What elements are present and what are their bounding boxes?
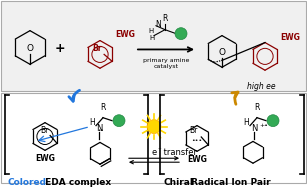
Circle shape — [113, 115, 125, 127]
Text: Colored: Colored — [8, 178, 47, 187]
Text: +•: +• — [259, 123, 268, 128]
Text: EWG: EWG — [115, 29, 135, 39]
Text: ⁻: ⁻ — [157, 147, 161, 153]
Text: Br: Br — [93, 44, 102, 53]
Text: R: R — [100, 103, 106, 112]
Text: Radical Ion Pair: Radical Ion Pair — [188, 178, 271, 187]
Text: H: H — [148, 28, 154, 34]
Text: EWG: EWG — [35, 154, 55, 163]
Text: EWG: EWG — [187, 155, 207, 164]
Circle shape — [147, 120, 161, 133]
Text: high ee: high ee — [247, 82, 275, 91]
Text: H: H — [150, 35, 155, 41]
Text: primary amine
catalyst: primary amine catalyst — [143, 58, 189, 69]
Text: N: N — [251, 124, 257, 133]
Text: R: R — [162, 14, 168, 23]
Text: H: H — [89, 118, 95, 127]
Text: Br: Br — [189, 126, 197, 135]
Bar — [1, 93, 306, 183]
Text: Chiral: Chiral — [163, 178, 193, 187]
Text: Br: Br — [41, 125, 49, 135]
Circle shape — [175, 28, 187, 40]
Text: N: N — [96, 124, 102, 133]
Text: +: + — [55, 42, 65, 55]
Text: N: N — [155, 20, 161, 29]
Circle shape — [267, 115, 279, 127]
Text: R: R — [254, 103, 260, 112]
Text: ••: •• — [98, 128, 104, 133]
Text: EDA complex: EDA complex — [42, 178, 111, 187]
Text: EWG: EWG — [280, 33, 300, 42]
Bar — [1, 1, 306, 91]
Text: •••: ••• — [191, 138, 203, 143]
Text: transfer: transfer — [161, 148, 197, 157]
Text: H: H — [243, 118, 249, 127]
Text: O: O — [219, 48, 226, 57]
Text: e: e — [151, 148, 157, 157]
Text: O: O — [26, 44, 33, 53]
